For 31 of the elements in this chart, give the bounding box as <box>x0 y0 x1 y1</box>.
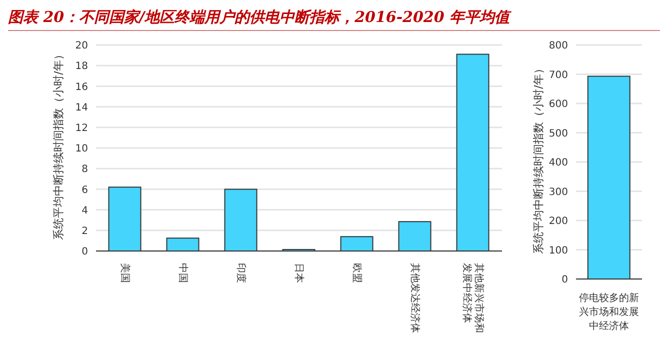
y-tick-label: 0 <box>82 246 88 258</box>
y-tick-label: 16 <box>75 82 88 93</box>
y-tick-label: 100 <box>548 245 568 256</box>
y-tick-label: 700 <box>548 70 568 81</box>
y-tick-label: 18 <box>75 61 88 72</box>
y-tick-label: 14 <box>75 102 88 114</box>
x-tick-label: 其他发达经济体 <box>409 263 421 333</box>
y-tick-label: 0 <box>562 274 568 286</box>
y-tick-label: 2 <box>82 226 88 237</box>
chart-title: 图表 20：不同国家/地区终端用户的供电中断指标，2016-2020 年平均值 <box>8 8 660 31</box>
x-tick-label: 其他新兴市场和发展中经济体 <box>461 263 485 333</box>
y-tick-label: 300 <box>548 186 568 198</box>
y-axis-title: 系统平均中断持续时间指数（小时/年） <box>50 48 66 240</box>
y-tick-label: 20 <box>75 40 88 52</box>
y-tick-label: 8 <box>82 164 88 176</box>
y-tick-label: 500 <box>548 128 568 140</box>
x-tick-label: 停电较多的新兴市场和发展中经济体 <box>579 292 639 332</box>
y-tick-label: 4 <box>82 205 88 216</box>
y-tick-label: 6 <box>82 184 88 196</box>
y-tick-label: 400 <box>548 158 568 169</box>
x-tick-label: 欧盟 <box>351 263 363 283</box>
x-tick-label: 美国 <box>119 263 131 283</box>
x-tick-label: 印度 <box>235 263 247 283</box>
y-tick-label: 800 <box>548 40 568 52</box>
x-tick-label: 日本 <box>293 263 305 283</box>
y-axis-title: 系统平均中断持续时间指数（小时/年） <box>530 62 546 254</box>
x-tick-label: 中国 <box>177 263 189 283</box>
y-tick-label: 600 <box>548 99 568 110</box>
y-tick-label: 200 <box>548 216 568 228</box>
y-tick-label: 10 <box>75 144 88 155</box>
y-tick-label: 12 <box>75 122 88 134</box>
